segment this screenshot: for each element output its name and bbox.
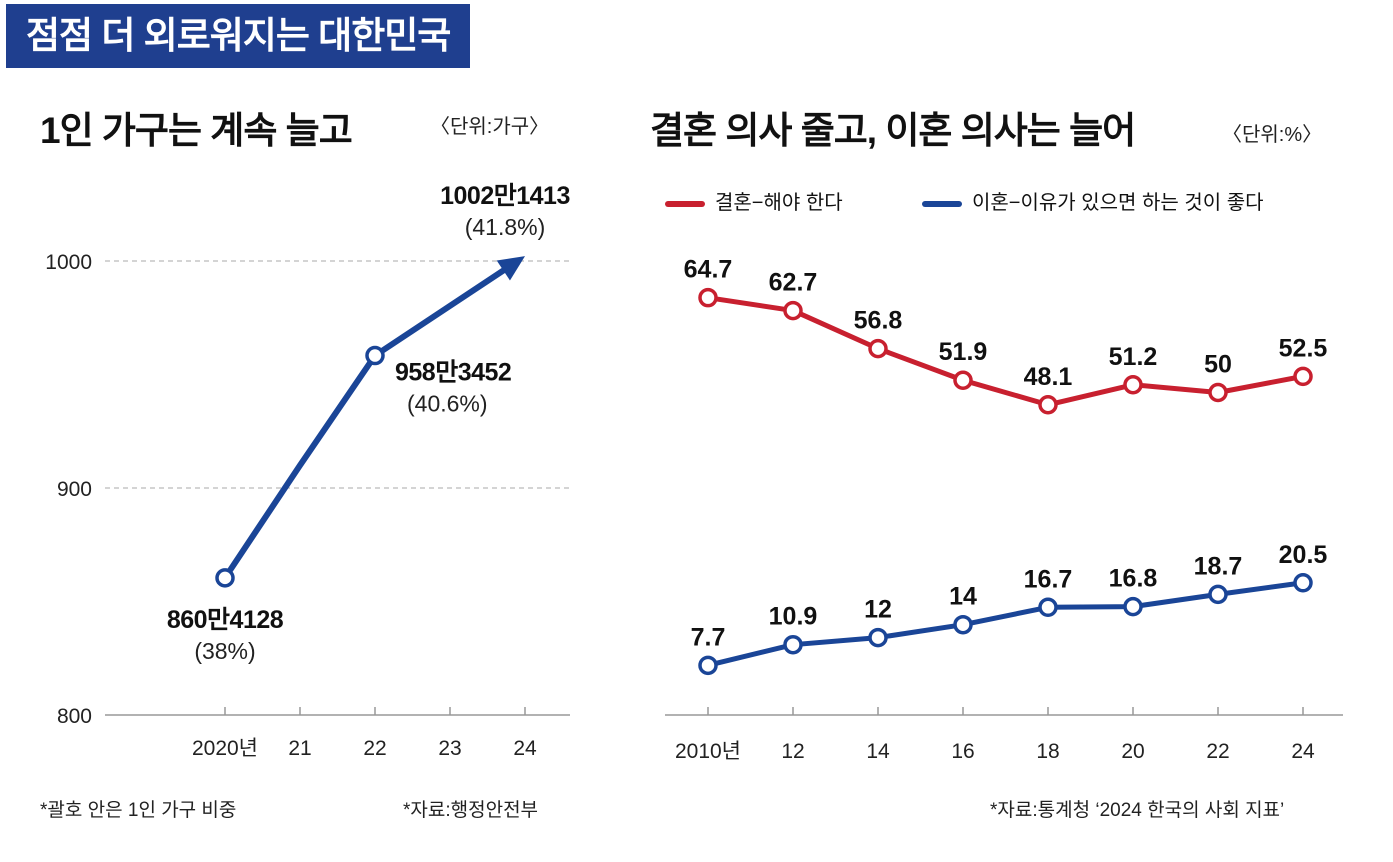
data-label-share: (41.8%) bbox=[465, 214, 546, 240]
data-label: 56.8 bbox=[854, 307, 903, 335]
data-point bbox=[783, 300, 803, 321]
x-tick-label: 18 bbox=[1036, 740, 1059, 763]
x-tick-label: 20 bbox=[1121, 740, 1144, 763]
data-label: 1002만1413 bbox=[440, 182, 570, 210]
right-chart-title: 결혼 의사 줄고, 이혼 의사는 늘어 bbox=[650, 110, 1136, 151]
data-point bbox=[953, 370, 973, 390]
data-point bbox=[953, 614, 973, 635]
data-label: 52.5 bbox=[1279, 334, 1328, 362]
left-line-chart: 800 900 1000 2020년 21 22 23 24 860만4128 (38%) 958만… bbox=[45, 182, 570, 760]
data-label: 16.7 bbox=[1024, 565, 1073, 593]
data-point bbox=[1038, 597, 1058, 618]
y-tick-label: 1000 bbox=[45, 251, 92, 274]
data-label: 7.7 bbox=[691, 623, 726, 651]
data-label: 10.9 bbox=[769, 603, 818, 631]
data-label: 18.7 bbox=[1194, 552, 1243, 580]
banner-title: 점점 더 외로워지는 대한민국 bbox=[6, 4, 471, 68]
data-label: 16.8 bbox=[1109, 565, 1158, 593]
data-label-share: (40.6%) bbox=[407, 391, 488, 417]
data-label: 958만3452 bbox=[395, 359, 511, 387]
data-label: 48.1 bbox=[1024, 363, 1073, 391]
data-point bbox=[215, 568, 235, 588]
data-label: 860만4128 bbox=[167, 606, 284, 634]
data-point bbox=[783, 634, 803, 655]
data-label: 51.9 bbox=[939, 338, 988, 366]
data-label: 62.7 bbox=[769, 269, 818, 297]
x-tick-label: 14 bbox=[866, 740, 890, 763]
data-point bbox=[365, 345, 385, 366]
data-point bbox=[868, 627, 888, 648]
x-tick-label: 23 bbox=[438, 737, 461, 760]
y-tick-label: 900 bbox=[57, 478, 92, 501]
data-label: 64.7 bbox=[684, 256, 733, 284]
legend-label-divorce: 이혼−이유가 있으면 하는 것이 좋다 bbox=[972, 192, 1264, 214]
left-footnote: *괄호 안은 1인 가구 비중 bbox=[40, 800, 237, 821]
series-line-divorce bbox=[707, 580, 1304, 668]
right-line-chart: 2010년 12 14 16 18 20 22 24 64.7 62.7 56.8 51.9 48.1 5… bbox=[665, 256, 1343, 763]
data-point bbox=[1293, 573, 1313, 593]
data-label-share: (38%) bbox=[194, 638, 255, 664]
x-tick-label: 16 bbox=[951, 740, 974, 763]
data-point bbox=[1208, 584, 1228, 605]
x-tick-label: 22 bbox=[1206, 740, 1229, 763]
series-line-single-households bbox=[222, 261, 515, 580]
data-point bbox=[698, 287, 718, 308]
data-point bbox=[1208, 382, 1228, 403]
left-chart-title: 1인 가구는 계속 늘고 bbox=[40, 110, 353, 151]
legend-swatch-divorce bbox=[922, 200, 962, 207]
data-label: 14 bbox=[949, 583, 977, 611]
series-line-marriage bbox=[707, 295, 1304, 408]
x-tick-label: 21 bbox=[288, 737, 311, 760]
data-label: 51.2 bbox=[1109, 343, 1158, 371]
legend-swatch-marriage bbox=[665, 200, 705, 207]
y-tick-label: 800 bbox=[57, 705, 92, 728]
x-tick-label: 2020년 bbox=[192, 737, 258, 760]
left-chart-unit: 〈단위:가구〉 bbox=[430, 116, 550, 138]
right-chart-unit: 〈단위:%〉 bbox=[1222, 124, 1323, 146]
data-point bbox=[1038, 395, 1058, 415]
legend-item-divorce: 이혼−이유가 있으면 하는 것이 좋다 bbox=[922, 186, 1264, 215]
x-tick-label: 2010년 bbox=[675, 740, 741, 763]
x-tick-label: 24 bbox=[1291, 740, 1315, 763]
data-label: 20.5 bbox=[1279, 541, 1328, 569]
x-tick-label: 22 bbox=[363, 737, 386, 760]
legend-item-marriage: 결혼−해야 한다 bbox=[665, 186, 843, 215]
data-point bbox=[1293, 366, 1313, 387]
legend-label-marriage: 결혼−해야 한다 bbox=[715, 192, 843, 214]
data-point bbox=[698, 655, 718, 676]
data-label: 50 bbox=[1204, 351, 1232, 379]
data-point bbox=[1123, 375, 1143, 395]
data-point bbox=[1123, 596, 1143, 617]
x-tick-label: 12 bbox=[781, 740, 804, 763]
x-tick-label: 24 bbox=[513, 737, 537, 760]
data-point bbox=[868, 338, 888, 359]
arrow-head bbox=[496, 256, 525, 281]
right-source: *자료:통계청 ‘2024 한국의 사회 지표’ bbox=[990, 800, 1285, 821]
left-source: *자료:행정안전부 bbox=[403, 800, 539, 821]
data-label: 12 bbox=[864, 596, 892, 624]
